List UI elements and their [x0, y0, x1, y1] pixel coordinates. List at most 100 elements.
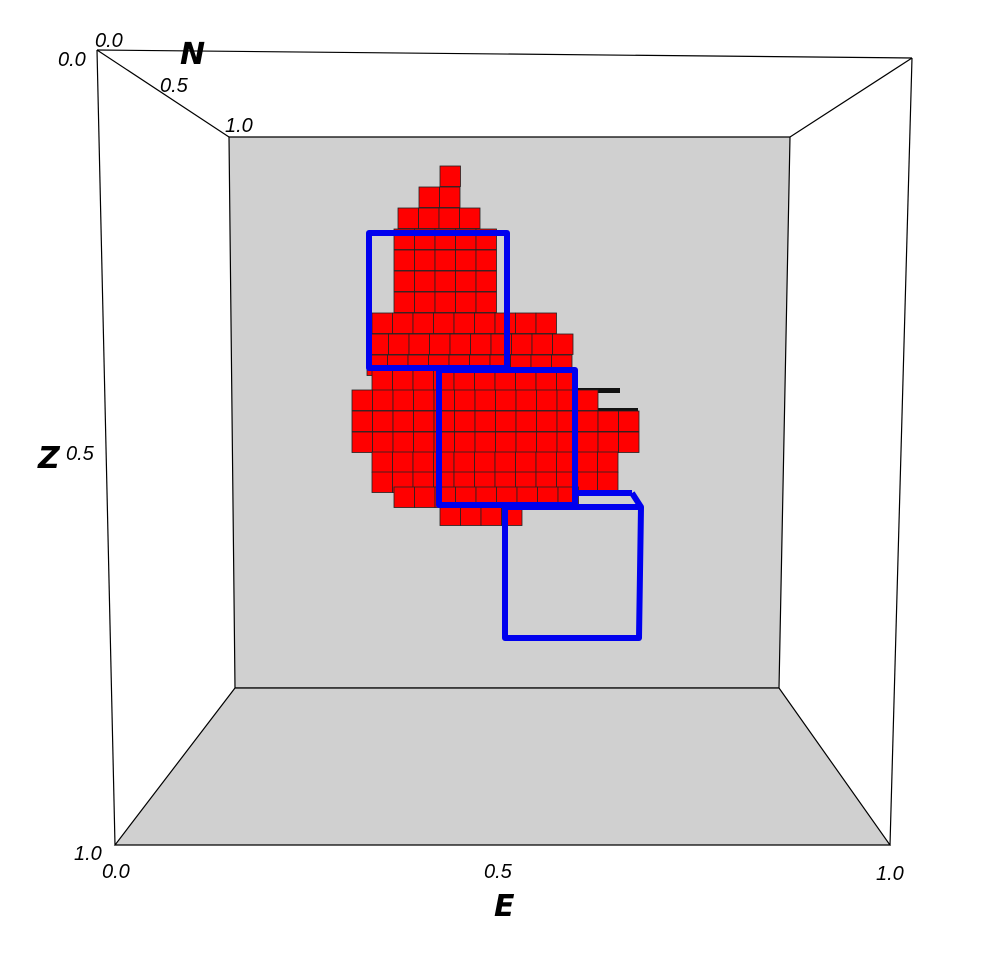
voxel-cube [413, 431, 435, 453]
voxel-cube [351, 389, 373, 411]
voxel-cube [536, 410, 558, 432]
voxel-cube [392, 451, 414, 473]
voxel-cube [393, 291, 415, 313]
n-axis-title: N [180, 37, 205, 72]
voxel-cube [454, 389, 476, 411]
voxel-cube [474, 369, 496, 391]
e-tick-label: 0.5 [484, 861, 513, 883]
n-tick-label: 0.5 [160, 75, 189, 97]
e-tick-label: 1.0 [876, 863, 904, 885]
z-tick-label: 1.0 [74, 843, 102, 865]
voxel-cube [393, 486, 415, 508]
z-axis-title: Z [37, 441, 61, 476]
voxel-cube [597, 431, 619, 453]
voxel-cube [536, 389, 558, 411]
box-edge [889, 57, 913, 846]
voxel-cube [495, 431, 517, 453]
voxel-cube [475, 291, 497, 313]
voxel-cube [475, 270, 497, 292]
e-tick-label: 0.0 [102, 861, 130, 883]
voxel-cube [576, 471, 598, 493]
voxel-cube [371, 471, 393, 493]
voxel-cube [515, 369, 537, 391]
voxel-cube [475, 249, 497, 271]
voxel-cube [495, 389, 517, 411]
voxel-cube [535, 369, 557, 391]
voxel-cube [408, 333, 430, 355]
voxel-cube [372, 389, 394, 411]
voxel-cube [429, 333, 451, 355]
z-tick-label: 0.5 [66, 443, 95, 465]
voxel-cube [515, 312, 537, 334]
voxel-cube [434, 270, 456, 292]
voxel-cube [577, 431, 599, 453]
voxel-cube [460, 504, 482, 526]
box-edge [96, 49, 230, 138]
voxel-cube [371, 312, 393, 334]
voxel-cube [515, 410, 537, 432]
voxel-cube [454, 431, 476, 453]
voxel-cube [439, 504, 461, 526]
voxel-cube [474, 431, 496, 453]
box-edge [789, 57, 913, 138]
voxel-cube [414, 291, 436, 313]
voxel-cube [392, 410, 414, 432]
voxel-cube [414, 270, 436, 292]
voxel-cube [413, 410, 435, 432]
voxel-cube [351, 431, 373, 453]
voxel-cube [438, 207, 460, 229]
voxel-cube [392, 369, 414, 391]
voxel-cube [597, 410, 619, 432]
voxel-cube [618, 410, 640, 432]
voxel-cube [392, 431, 414, 453]
voxel-cube [388, 333, 410, 355]
voxel-cube [392, 312, 414, 334]
voxel-cube [397, 207, 419, 229]
outline-boxes [366, 230, 644, 641]
voxel-cube [511, 333, 533, 355]
voxel-cube [434, 249, 456, 271]
voxel-cube [577, 389, 599, 411]
voxel-cube [371, 369, 393, 391]
voxel-cube [597, 471, 619, 493]
voxel-cube [474, 389, 496, 411]
voxel-cube [597, 451, 619, 473]
voxel-cube [393, 249, 415, 271]
voxel-cube [413, 389, 435, 411]
voxel-cube [494, 451, 516, 473]
n-tick-label: 0.0 [95, 30, 123, 52]
voxel-cube [372, 431, 394, 453]
voxel-cube [531, 333, 553, 355]
voxel-cube [393, 270, 415, 292]
voxel-cube [535, 312, 557, 334]
voxel-cube [371, 451, 393, 473]
z-tick-label: 0.0 [58, 49, 86, 71]
n-tick-label: 1.0 [225, 115, 253, 137]
voxel-cube [439, 165, 461, 187]
voxel-cube [618, 431, 640, 453]
voxel-cube [412, 369, 434, 391]
voxel-cube [453, 312, 475, 334]
voxel-cube [474, 410, 496, 432]
box-edge [96, 49, 116, 846]
voxel-cube [418, 207, 440, 229]
box-edge [96, 49, 913, 59]
voxel-cube [495, 410, 517, 432]
voxel-cube [414, 249, 436, 271]
voxel-cube [418, 186, 440, 208]
voxel-cube [474, 312, 496, 334]
voxel-cube [494, 369, 516, 391]
voxel-cube [455, 249, 477, 271]
outline-box-lower [502, 504, 644, 641]
voxel-cube [439, 186, 461, 208]
voxel-cube [515, 389, 537, 411]
voxel-shadow [598, 408, 638, 413]
voxel-cube [455, 291, 477, 313]
voxel-cube [433, 312, 455, 334]
voxel-cube [372, 410, 394, 432]
voxel-cube [576, 451, 598, 473]
voxel-cube [412, 312, 434, 334]
voxel-cube [455, 270, 477, 292]
voxel-cube [392, 389, 414, 411]
voxel-cube [414, 486, 436, 508]
